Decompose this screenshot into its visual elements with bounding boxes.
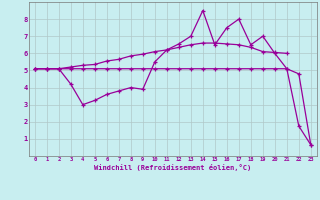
X-axis label: Windchill (Refroidissement éolien,°C): Windchill (Refroidissement éolien,°C)	[94, 164, 252, 171]
